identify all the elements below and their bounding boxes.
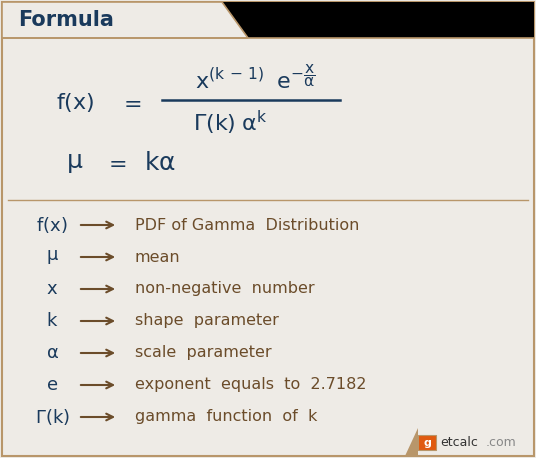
- FancyBboxPatch shape: [418, 435, 436, 450]
- Text: $\mathsf{=}$: $\mathsf{=}$: [103, 153, 126, 173]
- Bar: [2, 2, 534, 38]
- Polygon shape: [405, 428, 418, 456]
- Text: $\mathsf{f(x)}$: $\mathsf{f(x)}$: [36, 215, 68, 235]
- Text: .com: .com: [486, 436, 517, 449]
- Text: $\mathsf{\Gamma(k)\;\alpha^{k}}$: $\mathsf{\Gamma(k)\;\alpha^{k}}$: [193, 109, 267, 137]
- Polygon shape: [2, 2, 248, 38]
- Text: $\mathsf{k}$: $\mathsf{k}$: [46, 312, 58, 330]
- Text: Formula: Formula: [18, 10, 114, 30]
- Polygon shape: [222, 2, 534, 38]
- Text: $\mathsf{x^{(k\,-\,1)}}$$\mathsf{\;\;e^{-\dfrac{x}{\alpha}}}$: $\mathsf{x^{(k\,-\,1)}}$$\mathsf{\;\;e^{…: [195, 64, 315, 93]
- Text: gamma  function  of  k: gamma function of k: [135, 409, 317, 425]
- Text: etcalc: etcalc: [440, 436, 478, 449]
- Text: g: g: [423, 438, 431, 448]
- Text: $\mathsf{f(x)}$: $\mathsf{f(x)}$: [56, 92, 94, 114]
- Text: $\mathsf{\mu}$: $\mathsf{\mu}$: [66, 151, 84, 175]
- Text: $\mathsf{x}$: $\mathsf{x}$: [46, 280, 58, 298]
- Text: shape  parameter: shape parameter: [135, 313, 279, 328]
- Text: $\mathsf{\alpha}$: $\mathsf{\alpha}$: [46, 344, 58, 362]
- Text: $\mathsf{\mu}$: $\mathsf{\mu}$: [46, 248, 58, 266]
- Text: exponent  equals  to  2.7182: exponent equals to 2.7182: [135, 377, 367, 393]
- Text: $\mathsf{e}$: $\mathsf{e}$: [46, 376, 58, 394]
- Text: non-negative  number: non-negative number: [135, 282, 315, 296]
- Text: $\mathsf{\Gamma(k)}$: $\mathsf{\Gamma(k)}$: [34, 407, 70, 427]
- Text: mean: mean: [135, 250, 181, 265]
- Text: $\mathsf{k\alpha}$: $\mathsf{k\alpha}$: [144, 151, 176, 175]
- Text: PDF of Gamma  Distribution: PDF of Gamma Distribution: [135, 218, 359, 233]
- Text: $\mathsf{=}$: $\mathsf{=}$: [118, 93, 142, 113]
- Text: scale  parameter: scale parameter: [135, 345, 272, 360]
